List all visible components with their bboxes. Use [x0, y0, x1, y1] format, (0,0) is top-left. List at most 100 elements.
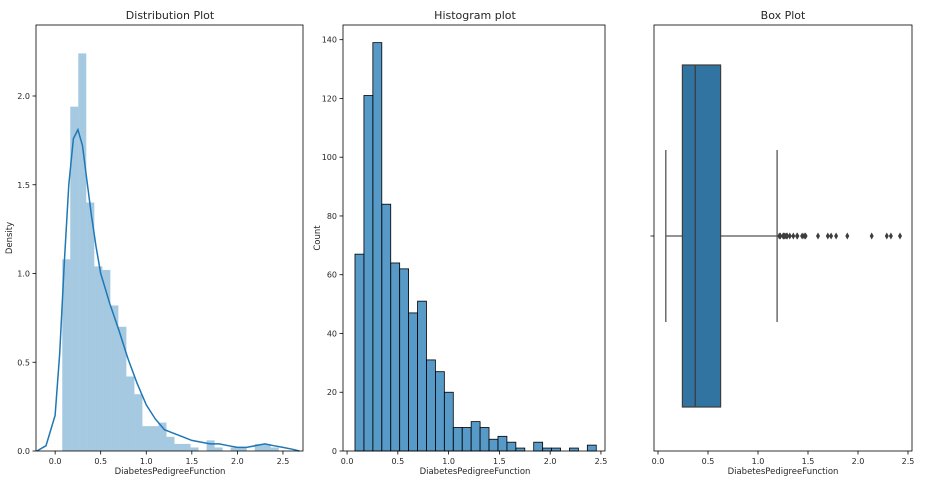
distribution-plot-xtick-label: 2.0 [231, 457, 244, 466]
distribution-plot-xtick-label: 0.0 [49, 457, 62, 466]
histogram-plot-ytick-label: 0 [332, 447, 337, 456]
histogram-bar [479, 427, 490, 452]
histogram-bar [426, 359, 436, 452]
histogram-bar [354, 253, 365, 452]
box-plot-panel: Box Plot DiabetesPedigreeFunction 0.0 0.5… [650, 9, 915, 477]
density-bar [118, 326, 127, 451]
box-plot-xtick-label: 0.0 [652, 457, 665, 466]
density-bar [238, 447, 247, 451]
distribution-plot-xtick-label: 2.5 [277, 457, 290, 466]
density-bar [126, 376, 135, 451]
density-bar [134, 394, 143, 451]
distribution-plot-ytick-label: 0.5 [17, 358, 30, 367]
distribution-plot-ytick-label: 0.0 [17, 447, 30, 456]
histogram-bar [551, 447, 561, 452]
histogram-bar [435, 371, 445, 452]
distribution-plot-panel: Distribution Plot DiabetesPedigreeFuncti… [5, 9, 304, 477]
density-bar [110, 305, 119, 451]
box-outlier [834, 232, 839, 240]
histogram-plot-panel: Histogram plot DiabetesPedigreeFunction … [313, 9, 607, 477]
histogram-bar [443, 391, 454, 452]
density-bar [182, 443, 191, 451]
histogram-plot-xtick-label: 1.0 [442, 457, 455, 466]
histogram-plot-xtick-label: 1.5 [493, 457, 506, 466]
histogram-plot-ytick-label: 40 [327, 329, 337, 338]
density-bar [262, 443, 271, 451]
density-bar [166, 436, 175, 451]
density-bar [158, 422, 167, 451]
density-bar [270, 447, 279, 451]
histogram-bar [586, 444, 597, 452]
distribution-plot-xtick-label: 0.5 [94, 457, 107, 466]
distribution-plot-ytick-label: 1.0 [17, 270, 30, 279]
box-outlier [829, 232, 834, 240]
histogram-bar [470, 421, 481, 452]
histogram-bar [372, 42, 383, 452]
density-bar [174, 443, 183, 451]
histogram-bar [452, 427, 463, 452]
density-bar [150, 426, 159, 451]
box-outlier [825, 232, 830, 240]
histogram-bar [461, 427, 472, 452]
histogram-plot-xtick-label: 0.5 [391, 457, 404, 466]
distribution-plot-title: Distribution Plot [126, 9, 215, 22]
distribution-plot-ylabel: Density [5, 222, 15, 254]
histogram-bar [399, 268, 410, 452]
histogram-plot-xtick-label: 0.0 [341, 457, 354, 466]
histogram-bar [381, 203, 392, 452]
histogram-bar [542, 447, 552, 452]
histogram-bar [488, 438, 499, 452]
density-bar [70, 106, 79, 452]
density-bar [86, 202, 95, 451]
histogram-plot-xlabel: DiabetesPedigreeFunction [420, 467, 531, 477]
histogram-plot-ytick-label: 80 [327, 212, 337, 221]
histogram-bar [363, 95, 374, 452]
density-bar [254, 443, 263, 451]
distribution-plot-xtick-label: 1.5 [185, 457, 198, 466]
histogram-bar [390, 262, 401, 452]
histogram-bar [569, 447, 579, 452]
box-plot-xlabel: DiabetesPedigreeFunction [728, 467, 839, 477]
box-plot-axes-frame [653, 24, 913, 452]
box-outlier [845, 232, 850, 240]
density-bar [206, 440, 215, 451]
box-plot-title: Box Plot [761, 9, 806, 22]
histogram-plot-ytick-label: 120 [322, 94, 337, 103]
histogram-plot-axes-frame [342, 24, 606, 452]
box-plot-xtick-label: 0.5 [702, 457, 715, 466]
distribution-plot-ytick-label: 2.0 [17, 92, 30, 101]
distribution-plot-xlabel: DiabetesPedigreeFunction [115, 467, 226, 477]
box-outlier [787, 232, 792, 240]
density-bar [94, 266, 103, 451]
box-outlier [816, 232, 820, 240]
box-plot-xtick-label: 2.0 [852, 457, 865, 466]
histogram-plot-title: Histogram plot [434, 9, 516, 22]
histogram-plot-ylabel: Count [313, 225, 323, 251]
box-plot-xtick-label: 1.0 [752, 457, 765, 466]
histogram-bar [515, 447, 526, 452]
box-outlier [884, 232, 889, 240]
histogram-plot-xtick-label: 2.5 [595, 457, 608, 466]
distribution-plot-ytick-label: 1.5 [17, 181, 30, 190]
box-outlier [778, 232, 783, 240]
histogram-bar [417, 300, 427, 452]
histogram-plot-ytick-label: 140 [322, 36, 337, 45]
density-bar [62, 259, 71, 451]
kde-curve [36, 127, 300, 452]
box-outlier [869, 232, 874, 240]
histogram-bar [533, 441, 544, 452]
box-plot-xtick-label: 2.5 [902, 457, 915, 466]
histogram-plot-xtick-label: 2.0 [544, 457, 557, 466]
distribution-plot-xtick-label: 1.0 [140, 457, 153, 466]
box-outlier [803, 232, 808, 240]
histogram-bar [506, 441, 517, 452]
density-bar [102, 269, 111, 451]
box-outlier [791, 232, 796, 240]
histogram-plot-ytick-label: 20 [327, 388, 337, 397]
histogram-plot-ytick-label: 60 [327, 271, 337, 280]
box-iqr [681, 64, 722, 408]
box-outlier [898, 232, 902, 240]
density-bar [214, 447, 223, 451]
histogram-plot-ytick-label: 100 [322, 153, 337, 162]
